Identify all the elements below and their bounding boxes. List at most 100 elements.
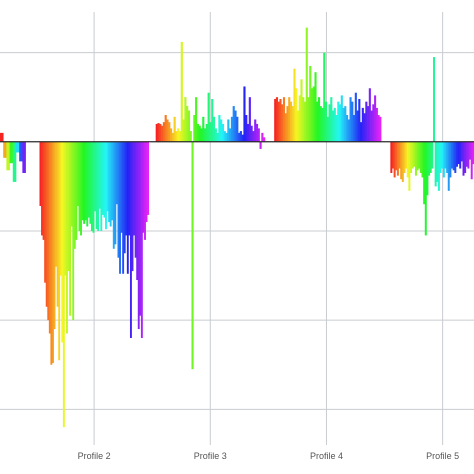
bar [105, 141, 107, 230]
bar [6, 141, 10, 171]
bar [223, 131, 226, 142]
bar [370, 110, 373, 142]
bar [83, 141, 86, 224]
bar [429, 141, 432, 173]
bar [122, 141, 125, 274]
bar [401, 141, 404, 182]
bar [356, 110, 359, 142]
bar [218, 115, 221, 142]
bar [406, 141, 409, 178]
bar [326, 116, 329, 142]
bar [209, 122, 212, 142]
bar [241, 134, 244, 142]
bar [0, 132, 4, 142]
bar [446, 141, 449, 173]
bar [69, 141, 72, 316]
bar [291, 106, 294, 142]
bar [220, 119, 223, 142]
bar [310, 88, 314, 142]
bar [452, 141, 455, 171]
bar [419, 141, 422, 173]
bar [305, 27, 308, 142]
bar [289, 101, 293, 142]
bar [275, 97, 279, 142]
bar [64, 141, 67, 276]
bar [86, 141, 89, 227]
bar [361, 107, 364, 142]
bar [246, 123, 250, 142]
bar [129, 141, 132, 338]
bar [346, 115, 349, 142]
bars [0, 27, 474, 428]
bar [347, 119, 350, 142]
bar [302, 97, 305, 142]
bar [426, 141, 429, 196]
bar [97, 141, 100, 231]
bar [467, 141, 470, 169]
bar [195, 97, 198, 142]
bar [339, 104, 342, 142]
bar [230, 116, 234, 142]
bar [117, 141, 120, 258]
bar [390, 141, 393, 173]
bar [87, 141, 90, 218]
bar [309, 65, 312, 142]
bar [279, 98, 282, 142]
bar [284, 113, 287, 142]
bar [95, 141, 98, 230]
bar [120, 141, 123, 233]
bar [193, 115, 196, 142]
bar [286, 106, 289, 142]
bar [413, 141, 416, 167]
bar [19, 141, 23, 162]
bar [59, 141, 62, 276]
bar [363, 113, 366, 142]
bar [424, 141, 427, 236]
bar [15, 141, 20, 153]
bar [248, 97, 251, 142]
bar [42, 141, 45, 240]
bar [374, 95, 377, 142]
bar [395, 141, 398, 171]
bar [191, 141, 194, 370]
x-tick-label: Profile 2 [78, 451, 111, 461]
bar [234, 110, 237, 142]
bar [372, 104, 375, 142]
bar [418, 141, 421, 169]
bar [414, 141, 417, 176]
bar [189, 131, 192, 142]
bar [182, 119, 185, 142]
bar [293, 68, 296, 142]
x-tick-label: Profile 4 [310, 451, 343, 461]
bar [147, 141, 150, 215]
bar [255, 123, 259, 142]
bar [115, 141, 118, 205]
bar [332, 110, 335, 142]
bar [437, 141, 440, 191]
bar [349, 97, 352, 142]
bar [444, 141, 447, 169]
bar [22, 141, 26, 173]
x-tick-label: Profile 5 [426, 451, 459, 461]
bar [221, 123, 225, 142]
bar [416, 141, 419, 171]
bar [351, 101, 354, 142]
bar [277, 101, 280, 142]
bar [47, 141, 50, 321]
bar [94, 141, 97, 212]
bar [196, 123, 199, 142]
bar [288, 97, 291, 142]
bar [186, 106, 189, 142]
bar [411, 141, 414, 169]
bar [58, 141, 61, 361]
bar [111, 141, 114, 221]
bar [319, 106, 322, 142]
bar [67, 141, 70, 272]
bar [232, 106, 235, 142]
bar [323, 52, 326, 142]
bar [162, 122, 165, 142]
bar [84, 141, 87, 221]
bar [56, 141, 59, 307]
bar [451, 141, 454, 169]
